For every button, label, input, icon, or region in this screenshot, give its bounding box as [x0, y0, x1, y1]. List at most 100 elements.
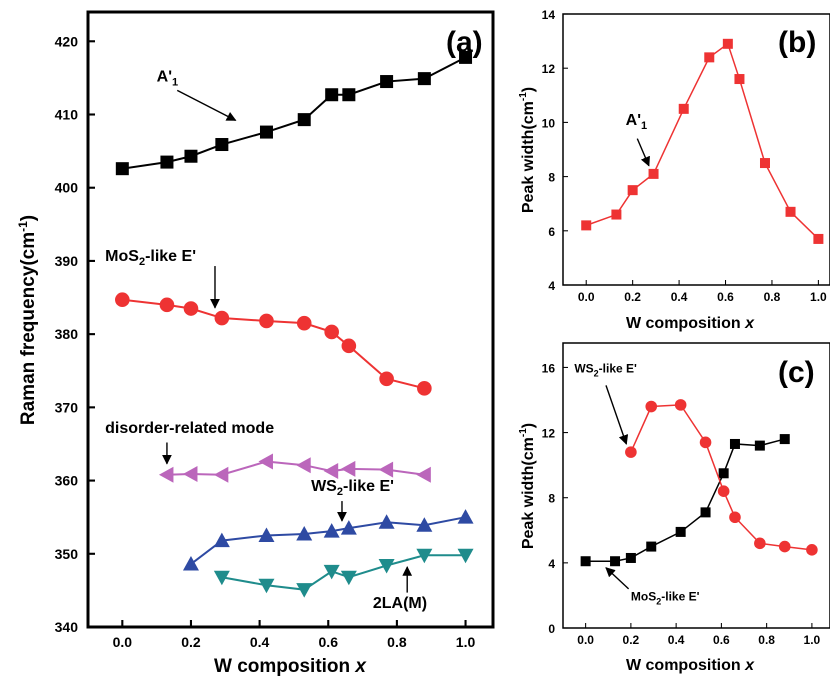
data-point	[184, 149, 198, 163]
data-point	[678, 103, 689, 114]
x-axis-label: W composition x	[214, 656, 367, 677]
data-point	[259, 125, 273, 139]
data-point	[340, 460, 356, 477]
x-tick-label: 0.6	[717, 290, 734, 304]
data-point	[158, 466, 174, 483]
panel-a-chart: 0.0 0.2 0.4 0.6 0.8 1.0 340 350 360 370 380 390 400 4…	[16, 10, 495, 677]
series-2	[625, 399, 818, 556]
data-point	[379, 371, 394, 387]
data-point	[646, 541, 657, 552]
panel-label: (b)	[778, 26, 816, 59]
data-point	[674, 399, 687, 411]
annotation-arrow	[605, 385, 629, 445]
plot-frame	[562, 342, 830, 629]
data-point	[323, 523, 340, 538]
y-tick-label: 350	[55, 546, 79, 562]
data-point	[296, 315, 312, 331]
data-point	[297, 113, 311, 127]
series-line	[221, 554, 466, 591]
data-point	[296, 526, 313, 541]
series-3	[158, 453, 431, 483]
y-tick-label: 8	[548, 492, 555, 506]
y-tick-label: 12	[542, 427, 556, 441]
y-tick-label: 6	[548, 225, 555, 239]
x-tick-label: 1.0	[456, 634, 476, 650]
data-point	[325, 88, 339, 102]
x-tick-label: 0.4	[668, 633, 685, 647]
data-point	[754, 440, 765, 451]
annotation-label: MoS2-like E'	[105, 248, 196, 268]
y-axis-label: Peak width(cm-1)	[518, 423, 537, 549]
x-tick-label: 1.0	[810, 290, 827, 304]
data-point	[625, 552, 636, 563]
data-point	[580, 556, 591, 567]
series-1	[115, 50, 473, 176]
data-point	[213, 570, 230, 586]
x-tick-label: 0.2	[624, 290, 641, 304]
data-point	[215, 138, 229, 152]
data-point	[258, 527, 275, 542]
data-point	[417, 72, 431, 86]
data-point	[323, 564, 340, 580]
y-tick-label: 400	[55, 180, 79, 196]
x-tick-label: 0.8	[764, 290, 781, 304]
data-point	[778, 540, 791, 553]
x-tick-label: 0.4	[671, 290, 688, 304]
annotation-label: A'1	[626, 112, 647, 132]
series-line	[585, 438, 785, 562]
data-point	[115, 292, 130, 308]
series-4	[182, 509, 474, 571]
y-tick-label: 4	[548, 279, 555, 293]
data-point	[729, 511, 741, 524]
data-point	[734, 74, 745, 85]
series-line	[122, 298, 425, 390]
data-point	[324, 324, 339, 340]
panel-b-chart: 0.0 0.2 0.4 0.6 0.8 1.0 4 6 8 10 12 14 W composition…	[518, 8, 830, 332]
data-point	[627, 185, 638, 196]
data-point	[610, 556, 621, 567]
data-point	[258, 578, 275, 594]
data-point	[645, 400, 658, 413]
data-point	[378, 461, 394, 478]
data-point	[611, 209, 622, 220]
data-point	[296, 457, 311, 474]
series-5	[213, 548, 474, 598]
annotation-label: WS2-like E'	[574, 361, 637, 378]
annotation-arrow	[636, 138, 650, 167]
data-point	[417, 381, 432, 396]
data-point	[258, 453, 273, 470]
data-point	[648, 168, 659, 179]
x-axis-label: W composition x	[626, 315, 755, 332]
y-tick-label: 420	[55, 33, 79, 49]
data-point	[378, 514, 395, 529]
data-point	[416, 548, 433, 564]
data-point	[785, 206, 796, 217]
x-tick-label: 1.0	[804, 633, 821, 647]
series-2	[115, 292, 432, 396]
data-point	[183, 301, 199, 316]
y-tick-label: 8	[548, 171, 555, 185]
panel-label: (c)	[778, 356, 815, 389]
annotation-arrow	[176, 89, 237, 121]
series-1	[580, 434, 790, 567]
x-axis-label: W composition x	[626, 657, 755, 674]
y-tick-label: 340	[55, 619, 79, 635]
data-point	[214, 310, 230, 326]
data-point	[296, 583, 313, 598]
series-line	[122, 56, 467, 170]
data-point	[779, 434, 790, 445]
data-point	[213, 532, 230, 548]
x-tick-label: 0.0	[113, 634, 133, 650]
data-point	[416, 466, 431, 483]
data-point	[729, 438, 740, 449]
data-point	[213, 466, 229, 483]
x-tick-label: 0.6	[713, 633, 730, 647]
data-point	[259, 313, 274, 329]
x-tick-label: 0.2	[181, 634, 201, 650]
data-point	[378, 559, 395, 574]
data-point	[581, 220, 592, 231]
annotation-label: disorder-related mode	[105, 420, 274, 437]
annotation-label: A'1	[157, 69, 178, 89]
x-tick-label: 0.0	[578, 290, 595, 304]
